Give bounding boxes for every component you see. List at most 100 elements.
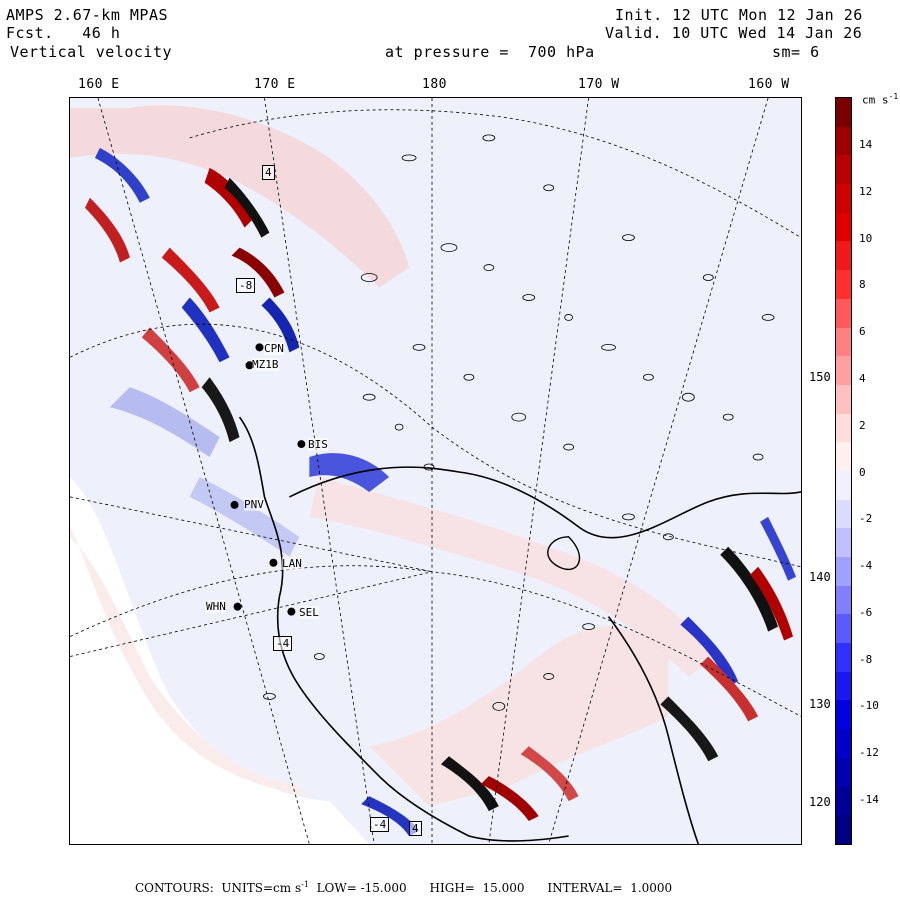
station-label-bis: BIS [308,438,328,451]
valid-label: Valid. [605,24,663,42]
footer-low-value: -15.000 [360,881,407,895]
colorbar-unit: cm s-1 [862,92,898,107]
colorbar-tick-label: 10 [859,231,873,245]
contour-label-minus4-south: -4 [370,817,390,832]
footer-high-label: HIGH= [429,881,475,895]
colorbar-band [836,98,851,127]
colorbar-band [836,184,851,213]
island-outline [547,536,581,570]
colorbar-band [836,585,851,615]
init-time: Init. 12 UTC Mon 12 Jan 26 [615,6,863,24]
colorbar-band [836,356,851,385]
vertical-velocity-map [69,97,802,845]
light-positive-band [70,526,310,797]
colorbar-band [836,126,851,156]
colorbar-band [836,384,851,414]
colorbar-band [836,298,851,328]
colorbar-tick-label: 8 [859,278,866,292]
pressure-level: at pressure = 700 hPa [385,43,595,61]
field-name: Vertical velocity [10,43,173,61]
colorbar-band [836,729,851,758]
positive-region-center [309,476,719,677]
negative-core-ross [309,453,390,492]
colorbar-tick-label: 14 [859,138,873,151]
station-label-mz1b: MZ1B [252,358,279,371]
valid-time: Valid. 10 UTC Wed 14 Jan 26 [605,24,862,42]
colorbar-tick-label: -6 [859,605,873,619]
init-label: Init. [615,6,663,24]
station-label-sel: SEL [299,606,319,619]
positive-region-north [70,105,410,288]
colorbar-tick-label: -2 [859,512,873,526]
smoothing: sm= 6 [772,43,820,61]
pressure-value: 700 hPa [527,43,595,61]
graticule [70,98,801,844]
colorbar-band [836,643,851,672]
fcst-value: 46 h [82,24,121,42]
contour-label-minus8: -8 [236,278,256,293]
colorbar-band [836,442,851,471]
colorbar-band [836,241,851,271]
station-dot-cpn [255,343,264,352]
colorbar-tick-label: -4 [859,559,873,573]
station-dot-whn [233,602,242,611]
lon-label-180: 180 [422,77,447,92]
coastline-east [607,616,700,844]
station-dot-mz1b [245,361,254,370]
init-value: 12 UTC Mon 12 Jan 26 [672,6,863,24]
lat-circle-inner [70,323,801,568]
colorbar-band [836,786,851,816]
mountain-couplets [84,147,300,443]
colorbar-tick-label: -14 [859,793,879,806]
east-couplets [660,516,797,762]
valid-value: 10 UTC Wed 14 Jan 26 [671,24,863,42]
lon-label-160e: 160 E [78,77,120,92]
south-coast-couplets [361,746,579,837]
station-dot-lan [269,558,278,567]
station-markers [230,343,306,616]
meridian-160w [548,98,769,844]
colorbar-band [836,614,851,644]
coastline-west [238,416,569,842]
colorbar-tick-label: 4 [859,371,866,385]
lon-label-170w: 170 W [578,77,620,92]
ice-shelf-front [289,466,801,539]
footer-high-value: 15.000 [482,881,525,895]
colorbar-band [836,557,851,586]
colorbar [835,97,852,845]
station-label-cpn: CPN [264,342,284,355]
colorbar-unit-exp: -1 [888,92,899,101]
colorbar-tick-label: 2 [859,418,866,432]
colorbar-band [836,212,851,242]
colorbar-tick-label: 12 [859,184,873,198]
colorbar-band [836,470,851,500]
lat-circle-north [189,109,801,238]
colorbar-band [836,270,851,299]
footer-low-label: LOW= [316,881,357,895]
meridian-140w [70,571,433,657]
colorbar-band [836,815,851,844]
colorbar-tick-label: -12 [859,746,879,760]
contour-label-4-south: 4 [409,821,422,836]
no-data-region [70,476,370,844]
colorbar-tick-label: -10 [859,699,879,713]
station-label-lan: LAN [282,557,302,570]
model-title: AMPS 2.67-km MPAS [6,6,169,24]
station-dot-pnv [230,500,239,509]
colorbar-band [836,499,851,529]
colorbar-band [836,413,851,443]
station-dot-bis [297,440,306,449]
footer-interval-value: 1.0000 [630,881,673,895]
meridian-150w [70,496,433,573]
colorbar-unit-text: cm s [862,93,889,107]
meridian-170e [264,98,375,844]
contour-label-4-north: 4 [262,165,275,180]
lat-circle-outer [70,565,801,717]
colorbar-band [836,327,851,357]
contour-label-minus4-west: -4 [273,636,293,651]
colorbar-band [836,671,851,701]
colorbar-band [836,757,851,787]
negative-region-ross [189,476,300,557]
forecast-hour: Fcst. 46 h [6,24,120,42]
footer-contours-label: CONTOURS: [135,881,214,895]
